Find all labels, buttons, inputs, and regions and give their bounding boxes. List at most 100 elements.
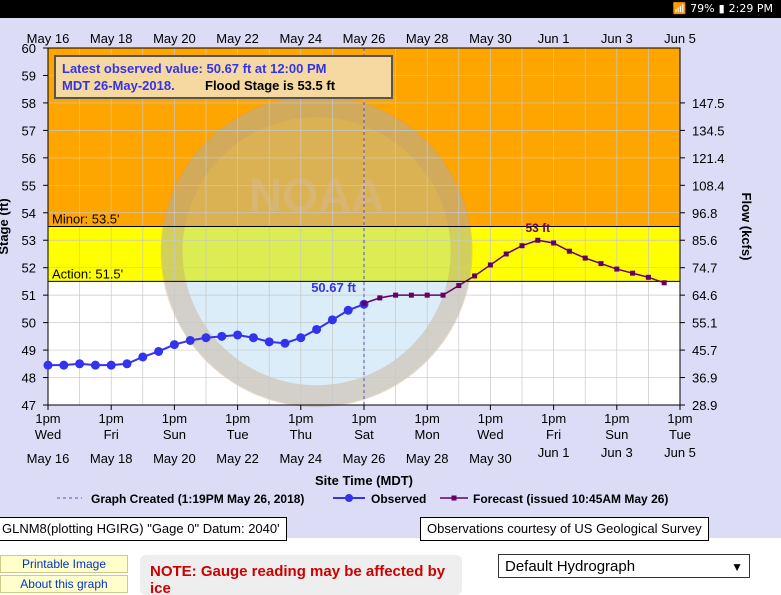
observed-point xyxy=(248,333,258,343)
about-graph-link[interactable]: About this graph xyxy=(0,575,128,593)
hydrograph-select-value: Default Hydrograph xyxy=(505,558,636,575)
forecast-point xyxy=(630,270,636,276)
x-tick-date: May 30 xyxy=(469,451,512,466)
legend-observed-marker xyxy=(345,494,353,502)
x-tick-day: Wed xyxy=(35,427,62,442)
x-tick-day: Fri xyxy=(546,427,561,442)
x-tick-day: Wed xyxy=(477,427,504,442)
noaa-logo-circle xyxy=(161,96,472,407)
x-tick-day: Sun xyxy=(605,427,628,442)
y-tick-label: 47 xyxy=(22,398,36,413)
forecast-point xyxy=(377,295,383,301)
observed-point xyxy=(122,359,132,369)
datum-info: GLNM8(plotting HGIRG) "Gage 0" Datum: 20… xyxy=(0,517,287,541)
y-tick-label: 55 xyxy=(22,178,36,193)
x-tick-time: 1pm xyxy=(225,411,250,426)
forecast-point xyxy=(424,292,430,298)
forecast-point xyxy=(598,261,604,267)
forecast-point xyxy=(535,237,541,243)
forecast-point xyxy=(472,273,478,279)
observed-point xyxy=(264,337,274,347)
forecast-point xyxy=(361,300,367,306)
x-tick-day: Thu xyxy=(290,427,312,442)
forecast-point xyxy=(551,240,557,246)
printable-image-link[interactable]: Printable Image xyxy=(0,555,128,573)
forecast-point xyxy=(614,266,620,272)
chevron-down-icon: ▼ xyxy=(731,560,743,574)
forecast-line xyxy=(363,239,665,305)
forecast-point xyxy=(503,251,509,257)
x-tick-day: Sun xyxy=(163,427,186,442)
x-tick-day: Fri xyxy=(104,427,119,442)
observed-point xyxy=(327,315,337,325)
top-date-label: Jun 3 xyxy=(601,31,633,46)
x-tick-time: 1pm xyxy=(604,411,629,426)
y2-tick-label: 45.7 xyxy=(692,343,717,358)
x-tick-time: 1pm xyxy=(351,411,376,426)
x-tick-date: May 18 xyxy=(90,451,133,466)
y-tick-label: 51 xyxy=(22,288,36,303)
graph-links: Printable Image About this graph xyxy=(0,555,128,595)
forecast-peak-label: 53 ft xyxy=(525,221,550,235)
x-tick-date: May 20 xyxy=(153,451,196,466)
legend-forecast-label: Forecast (issued 10:45AM May 26) xyxy=(473,492,668,506)
x-tick-day: Mon xyxy=(415,427,440,442)
observed-point xyxy=(43,360,53,370)
y-tick-label: 52 xyxy=(22,261,36,276)
observed-point xyxy=(233,330,243,340)
y2-tick-label: 64.6 xyxy=(692,288,717,303)
observed-point xyxy=(59,360,69,370)
top-date-label: May 24 xyxy=(279,31,322,46)
forecast-point xyxy=(408,292,414,298)
x-tick-date: Jun 5 xyxy=(664,445,696,460)
courtesy-info: Observations courtesy of US Geological S… xyxy=(420,517,709,541)
observed-point xyxy=(90,360,100,370)
battery-level: 79% xyxy=(690,2,715,15)
action-stage-label: Action: 51.5' xyxy=(52,266,123,281)
hydrograph-select[interactable]: Default Hydrograph ▼ xyxy=(498,554,750,578)
top-date-label: Jun 5 xyxy=(664,31,696,46)
x-tick-time: 1pm xyxy=(35,411,60,426)
x-tick-date: May 16 xyxy=(27,451,70,466)
x-tick-date: Jun 1 xyxy=(538,445,570,460)
forecast-point xyxy=(566,248,572,254)
info-line-2: MDT 26-May-2018. xyxy=(62,78,175,93)
legend-created-label: Graph Created (1:19PM May 26, 2018) xyxy=(91,492,304,506)
observed-point xyxy=(201,333,211,343)
x-tick-date: May 28 xyxy=(406,451,449,466)
y-tick-label: 50 xyxy=(22,316,36,331)
y-tick-label: 48 xyxy=(22,371,36,386)
top-date-label: May 18 xyxy=(90,31,133,46)
observed-point xyxy=(75,359,85,369)
legend-forecast-marker xyxy=(451,495,457,501)
forecast-point xyxy=(393,292,399,298)
y-tick-label: 60 xyxy=(22,41,36,56)
y2-tick-label: 85.6 xyxy=(692,233,717,248)
y-tick-label: 49 xyxy=(22,343,36,358)
y-tick-label: 56 xyxy=(22,151,36,166)
y-tick-label: 53 xyxy=(22,233,36,248)
observed-point xyxy=(312,324,322,334)
y2-tick-label: 28.9 xyxy=(692,398,717,413)
x-tick-time: 1pm xyxy=(478,411,503,426)
ice-note: NOTE: Gauge reading may be affected by i… xyxy=(140,555,462,595)
y2-tick-label: 134.5 xyxy=(692,123,725,138)
flood-stage-text: Flood Stage is 53.5 ft xyxy=(205,78,336,93)
y2-tick-label: 121.4 xyxy=(692,151,725,166)
clock: 2:29 PM xyxy=(728,2,773,15)
forecast-point xyxy=(456,283,462,289)
y-axis-title: Stage (ft) xyxy=(0,198,11,254)
observed-point xyxy=(296,333,306,343)
x-tick-day: Tue xyxy=(227,427,249,442)
observed-end-label: 50.67 ft xyxy=(311,280,356,295)
y2-tick-label: 108.4 xyxy=(692,178,725,193)
forecast-point xyxy=(487,262,493,268)
battery-icon: ▮ xyxy=(718,2,725,15)
x-axis-title: Site Time (MDT) xyxy=(315,473,413,488)
y-tick-label: 57 xyxy=(22,123,36,138)
status-bar: 📶 79% ▮ 2:29 PM xyxy=(0,0,781,18)
x-tick-time: 1pm xyxy=(99,411,124,426)
y2-tick-label: 147.5 xyxy=(692,96,725,111)
top-date-label: May 28 xyxy=(406,31,449,46)
hydrograph-panel: NOAA Minor: 53.5' Action: 51.5' 47 48 49 50 51 5… xyxy=(0,18,781,538)
